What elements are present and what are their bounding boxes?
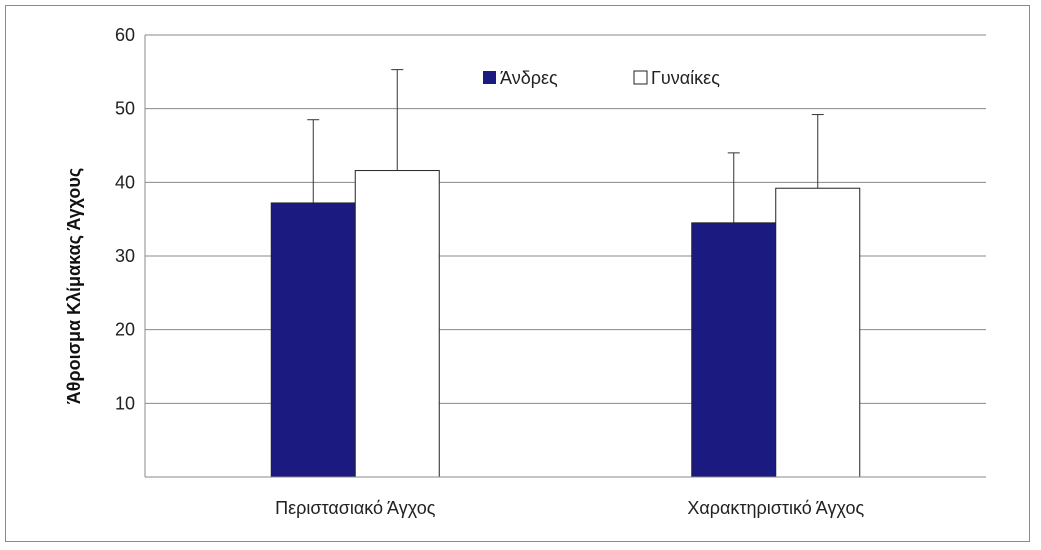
legend-swatch-women: [633, 70, 648, 85]
legend-label-men: Άνδρες: [500, 68, 558, 88]
y-tick-label: 40: [115, 172, 135, 192]
bar-men-1: [691, 222, 777, 478]
bars: [270, 170, 861, 478]
x-axis-categories: Περιστασιακό Άγχος Χαρακτηριστικό Άγχος: [275, 498, 864, 518]
error-bars: [307, 69, 824, 223]
y-axis-ticks: 10 20 30 40 50 60: [115, 25, 135, 413]
x-category-label: Χαρακτηριστικό Άγχος: [687, 498, 864, 518]
y-tick-label: 60: [115, 25, 135, 45]
legend-label-women: Γυναίκες: [651, 68, 720, 88]
bar-men-0: [270, 202, 356, 478]
bar-women-0: [354, 170, 440, 478]
x-category-label: Περιστασιακό Άγχος: [275, 498, 436, 518]
y-tick-label: 10: [115, 393, 135, 413]
y-tick-label: 20: [115, 320, 135, 340]
bar-women-1: [775, 187, 861, 478]
y-axis-label: Άθροισμα Κλίμακας Άγχους: [64, 168, 84, 404]
y-tick-label: 30: [115, 246, 135, 266]
legend-swatch-men: [483, 71, 496, 84]
y-tick-label: 50: [115, 99, 135, 119]
legend: Άνδρες Γυναίκες: [483, 68, 720, 88]
